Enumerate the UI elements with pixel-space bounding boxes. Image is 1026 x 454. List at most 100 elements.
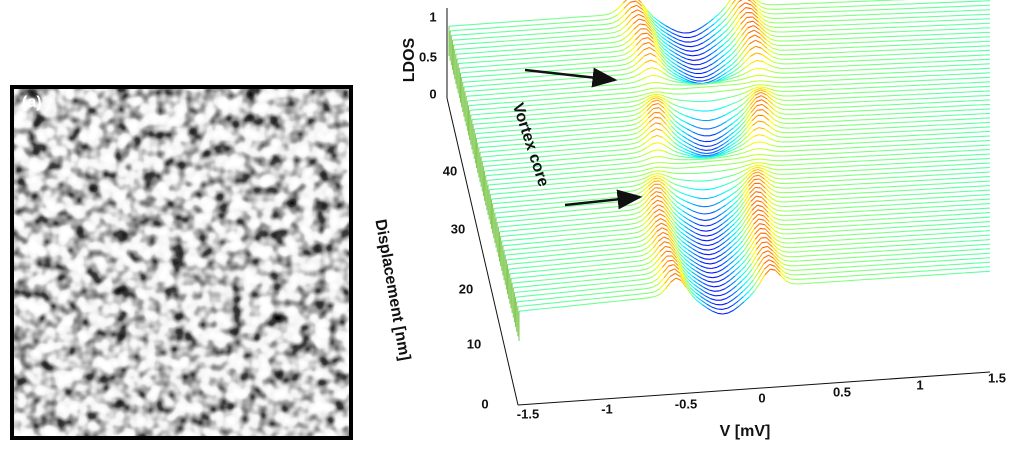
spectrum-segment bbox=[568, 263, 573, 264]
spectrum-segment bbox=[666, 93, 672, 94]
spectrum-segment bbox=[546, 265, 551, 266]
spectrum-segment bbox=[617, 235, 622, 236]
spectrum-segment bbox=[520, 201, 526, 202]
spectrum-segment bbox=[518, 263, 523, 264]
spectrum-segment bbox=[534, 238, 540, 239]
spectrum-segment bbox=[608, 61, 614, 62]
spectrum-segment bbox=[767, 160, 773, 161]
spectrum-segment bbox=[679, 180, 685, 181]
spectrum-segment bbox=[493, 56, 499, 57]
spectrum-segment bbox=[529, 214, 535, 215]
spectrum-segment bbox=[570, 196, 576, 197]
spectrum-segment bbox=[474, 105, 480, 106]
spectrum-segment bbox=[588, 204, 594, 205]
spectrum-segment bbox=[505, 231, 511, 232]
spectrum-segment bbox=[495, 213, 501, 214]
spectrum-segment bbox=[654, 181, 660, 182]
spectrum-segment bbox=[600, 114, 606, 115]
spectrum-segment bbox=[621, 168, 627, 169]
spectrum-segment bbox=[696, 111, 702, 112]
spectrum-segment bbox=[599, 199, 605, 200]
spectrum-segment bbox=[514, 173, 520, 174]
spectrum-segment bbox=[542, 246, 547, 247]
spectrum-segment bbox=[618, 183, 624, 184]
spectrum-segment bbox=[603, 132, 609, 133]
spectrum-segment bbox=[531, 67, 537, 68]
spectrum-segment bbox=[471, 91, 477, 92]
spectrum-segment bbox=[544, 232, 550, 233]
spectrum-segment bbox=[730, 90, 736, 91]
spectrum-segment bbox=[624, 187, 630, 188]
spectrum-segment bbox=[556, 103, 562, 104]
spectrum-segment bbox=[609, 103, 615, 104]
spectrum-segment bbox=[582, 252, 587, 253]
spectrum-segment bbox=[583, 87, 589, 88]
spectrum-segment bbox=[548, 118, 554, 119]
spectrum-segment bbox=[560, 93, 566, 94]
spectrum-segment bbox=[555, 150, 561, 151]
spectrum-segment bbox=[522, 182, 528, 183]
spectrum-segment bbox=[526, 224, 531, 225]
spectrum-segment bbox=[606, 207, 612, 208]
spectrum-segment bbox=[537, 223, 542, 224]
spectrum-segment bbox=[533, 76, 539, 77]
spectrum-segment bbox=[617, 206, 623, 207]
spectrum-segment bbox=[521, 229, 526, 230]
spectrum-segment bbox=[760, 228, 765, 229]
spectrum-segment bbox=[551, 103, 557, 104]
spectrum-segment bbox=[557, 160, 563, 161]
spectrum-segment bbox=[569, 163, 575, 164]
spectrum-segment bbox=[655, 188, 661, 189]
spectrum-segment bbox=[625, 248, 630, 249]
spectrum-segment bbox=[481, 109, 487, 110]
spectrum-segment bbox=[498, 155, 504, 156]
spectrum-segment bbox=[605, 259, 610, 260]
spectrum-segment bbox=[470, 86, 476, 87]
spectrum-segment bbox=[516, 158, 522, 159]
spectrum-segment bbox=[610, 136, 616, 137]
spectrum-segment bbox=[510, 206, 516, 207]
spectrum-segment bbox=[575, 220, 581, 221]
spectrum-segment bbox=[512, 235, 518, 236]
spectrum-segment bbox=[706, 166, 712, 167]
spectrum-segment bbox=[529, 58, 535, 59]
spectrum-segment bbox=[558, 221, 564, 222]
spectrum-segment bbox=[707, 180, 713, 181]
spectrum-segment bbox=[502, 217, 508, 218]
spectrum-segment bbox=[567, 154, 573, 155]
spectrum-segment bbox=[597, 189, 603, 190]
spectrum-segment bbox=[557, 240, 562, 241]
spectrum-segment bbox=[521, 253, 526, 254]
spectrum-segment bbox=[486, 80, 492, 81]
spectrum-segment bbox=[606, 179, 612, 180]
spectrum-segment bbox=[588, 143, 594, 144]
spectrum-segment bbox=[618, 244, 623, 245]
spectrum-segment bbox=[509, 269, 514, 270]
spectrum-segment bbox=[615, 225, 621, 226]
spectrum-segment bbox=[617, 112, 623, 113]
spectrum-segment bbox=[609, 193, 615, 194]
spectrum-segment bbox=[710, 158, 716, 159]
spectrum-segment bbox=[589, 232, 594, 233]
spectrum-segment bbox=[622, 107, 628, 108]
spectrum-segment bbox=[524, 63, 530, 64]
spectrum-segment bbox=[602, 128, 608, 129]
spectrum-segment bbox=[613, 94, 619, 95]
spectrum-segment bbox=[597, 100, 603, 101]
spectrum-segment bbox=[687, 157, 693, 158]
spectrum-segment bbox=[564, 168, 570, 169]
spectrum-segment bbox=[593, 199, 599, 200]
spectrum-segment bbox=[608, 160, 614, 161]
spectrum-segment bbox=[683, 88, 689, 89]
spectrum-segment bbox=[525, 243, 530, 244]
spectrum-segment bbox=[558, 23, 564, 24]
spectrum-segment bbox=[579, 35, 585, 36]
spectrum-segment bbox=[578, 181, 584, 182]
spectrum-segment bbox=[562, 131, 568, 132]
spectrum-segment bbox=[486, 128, 492, 129]
spectrum-segment bbox=[508, 97, 514, 98]
spectrum-segment bbox=[583, 257, 588, 258]
spectrum-segment bbox=[494, 184, 500, 185]
spectrum-segment bbox=[620, 131, 626, 132]
spectrum-segment bbox=[577, 205, 583, 206]
